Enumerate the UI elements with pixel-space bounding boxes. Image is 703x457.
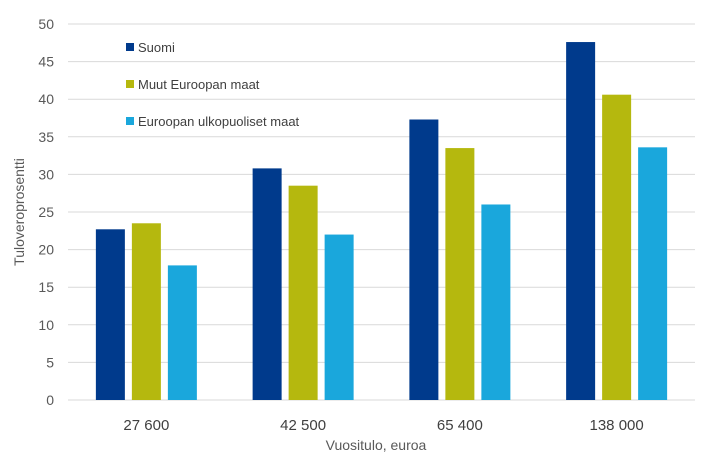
- legend-label: Suomi: [138, 40, 175, 55]
- legend-swatch: [126, 80, 134, 88]
- legend: Suomi Muut Euroopan maat Euroopan ulkopuol…: [126, 40, 300, 129]
- bar: [324, 234, 354, 400]
- y-tick-label: 10: [38, 317, 54, 333]
- y-axis-ticks: 0 5 10 15 20 25 30 35 40 45 50: [38, 16, 54, 408]
- x-tick-label: 42 500: [280, 417, 326, 434]
- bar: [566, 42, 596, 400]
- legend-swatch: [126, 43, 134, 51]
- x-tick-label: 138 000: [590, 417, 644, 434]
- bar: [95, 229, 125, 400]
- bar: [445, 148, 475, 400]
- y-axis-title: Tuloveroprosentti: [11, 158, 27, 266]
- bar: [167, 265, 197, 400]
- y-tick-label: 20: [38, 242, 54, 258]
- bar: [288, 185, 318, 400]
- y-tick-label: 30: [38, 166, 54, 182]
- y-tick-label: 35: [38, 129, 54, 145]
- x-tick-label: 65 400: [437, 417, 483, 434]
- x-tick-label: 27 600: [123, 417, 169, 434]
- y-tick-label: 40: [38, 91, 54, 107]
- bar: [481, 204, 511, 400]
- y-tick-label: 15: [38, 279, 54, 295]
- bar: [252, 168, 282, 400]
- bar: [131, 223, 161, 400]
- x-axis-title: Vuositulo, euroa: [326, 437, 427, 453]
- legend-swatch: [126, 117, 134, 125]
- y-tick-label: 5: [46, 354, 54, 370]
- legend-label: Euroopan ulkopuoliset maat: [138, 114, 300, 129]
- y-tick-label: 50: [38, 16, 54, 32]
- x-axis-ticks: 27 600 42 500 65 400 138 000: [123, 417, 643, 434]
- y-tick-label: 45: [38, 54, 54, 70]
- bar: [409, 119, 439, 400]
- bars: [95, 42, 668, 401]
- legend-label: Muut Euroopan maat: [138, 77, 260, 92]
- y-tick-label: 0: [46, 392, 54, 408]
- bar: [638, 147, 668, 400]
- bar: [602, 94, 632, 401]
- y-tick-label: 25: [38, 204, 54, 220]
